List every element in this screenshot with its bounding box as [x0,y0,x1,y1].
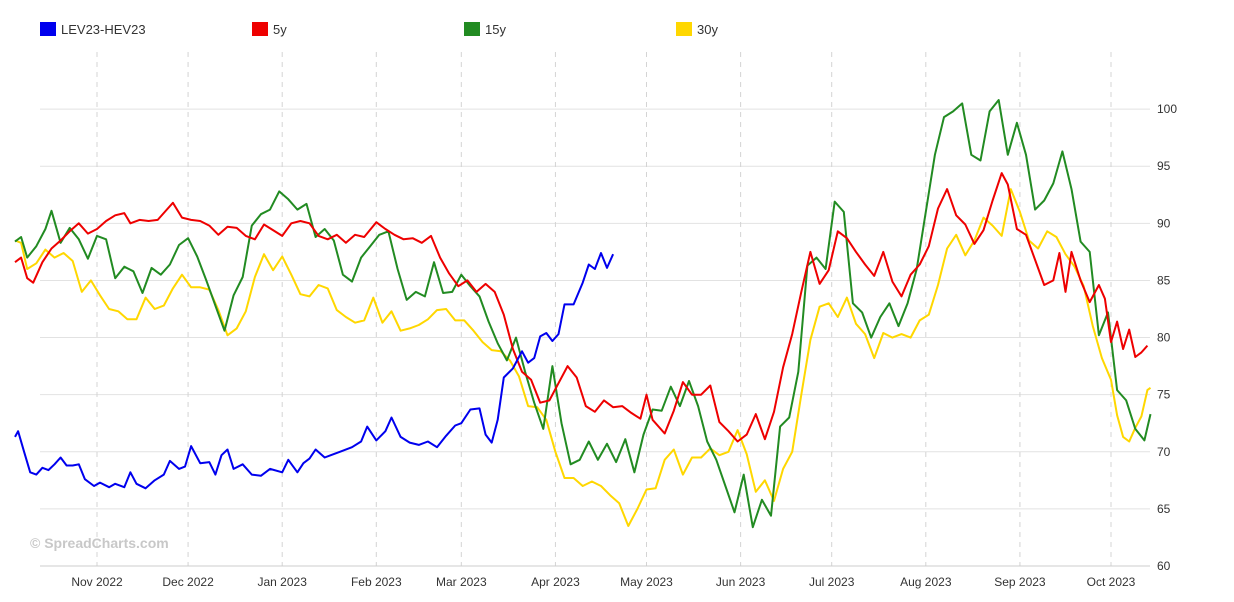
y-tick-label: 80 [1157,331,1171,345]
legend-label: 30y [697,22,718,37]
x-tick-label: Aug 2023 [900,575,952,589]
y-tick-label: 95 [1157,159,1171,173]
series-line-15y [14,99,1152,529]
legend-label: 15y [485,22,506,37]
legend-swatch [252,22,268,36]
legend-swatch [676,22,692,36]
watermark: © SpreadCharts.com [30,535,169,551]
horizontal-gridlines [40,108,1150,510]
y-tick-label: 70 [1157,445,1171,459]
y-tick-label: 100 [1157,102,1177,116]
x-tick-label: Mar 2023 [436,575,487,589]
y-tick-label: 85 [1157,273,1171,287]
x-tick-label: Oct 2023 [1087,575,1136,589]
x-tick-label: Feb 2023 [351,575,402,589]
x-tick-label: Nov 2022 [71,575,123,589]
x-tick-label: Jul 2023 [809,575,855,589]
series-line-5y [14,172,1149,443]
x-tick-label: Jun 2023 [716,575,766,589]
legend-swatch [464,22,480,36]
x-axis-ticks: Nov 2022 Dec 2022 Jan 2023 Feb 2023 Mar 2023… [71,575,1135,589]
x-tick-label: Jan 2023 [257,575,307,589]
legend: LEV23-HEV23 5y 15y 30y [40,22,718,37]
y-axis-ticks: 60 65 70 75 80 85 90 95 100 [1157,102,1177,573]
x-tick-label: May 2023 [620,575,673,589]
legend-label: 5y [273,22,287,37]
x-tick-label: Dec 2022 [162,575,214,589]
series-lines [14,99,1152,529]
legend-swatch [40,22,56,36]
x-tick-label: Sep 2023 [994,575,1046,589]
y-tick-label: 90 [1157,216,1171,230]
series-line-30y [14,188,1152,527]
y-tick-label: 65 [1157,502,1171,516]
series-line-lev23-hev23 [14,252,615,490]
y-tick-label: 60 [1157,559,1171,573]
y-tick-label: 75 [1157,388,1171,402]
x-tick-label: Apr 2023 [531,575,580,589]
legend-label: LEV23-HEV23 [61,22,146,37]
